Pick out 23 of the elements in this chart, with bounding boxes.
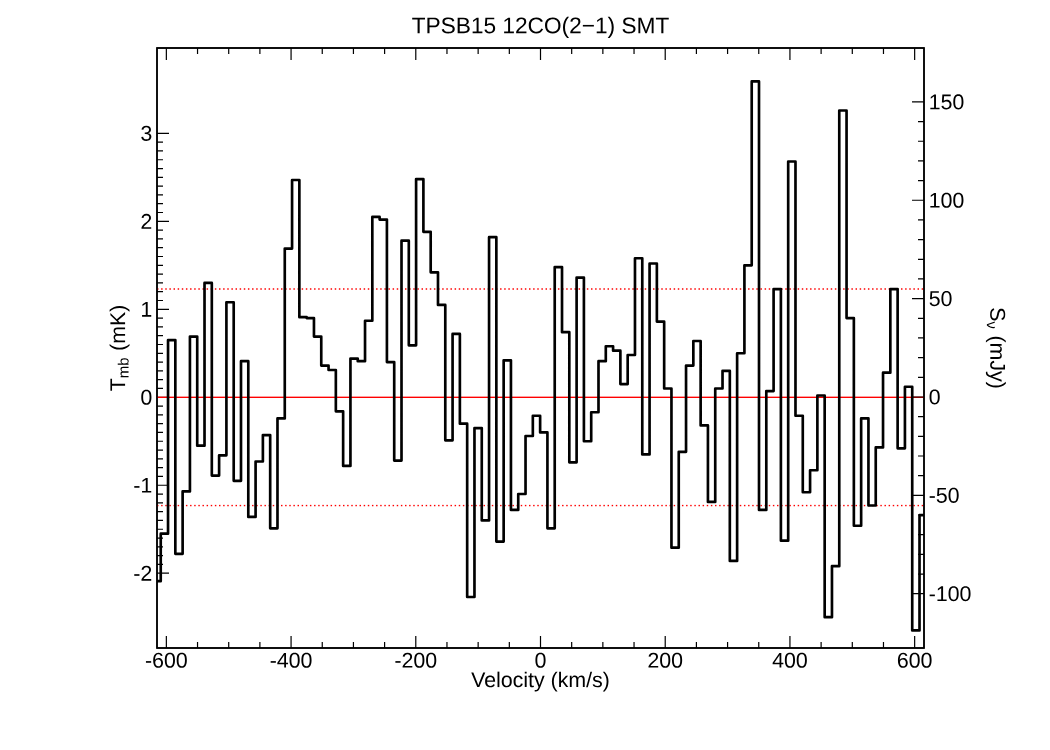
y2-axis-title: S$_{ν}$ (mJy) [985, 308, 1006, 388]
y2-tick-label: 150 [930, 94, 964, 110]
y2-tick-label: 100 [930, 192, 964, 208]
y-axis-title: T$_{mb}$ (mK) [109, 306, 130, 391]
y-tick-label: 2 [141, 213, 152, 229]
y-tick-label: 3 [141, 125, 152, 141]
x-tick-label: 200 [648, 652, 683, 668]
y2-tick-label: -100 [929, 586, 971, 602]
x-axis-title: Velocity (km/s) [471, 671, 609, 692]
x-tick-label: -400 [270, 652, 312, 668]
x-tick-label: -600 [145, 652, 187, 668]
y2-tick-label: 50 [929, 291, 952, 307]
x-tick-label: 600 [897, 652, 932, 668]
chart-title: TPSB15 12CO(2−1) SMT [412, 16, 669, 38]
y-tick-label: -1 [134, 477, 152, 493]
y2-tick-label: 0 [929, 389, 940, 405]
y-tick-label: 1 [142, 301, 152, 317]
y-tick-label: 0 [141, 389, 152, 405]
y-tick-label: -2 [134, 565, 152, 581]
y2-tick-label: -50 [929, 487, 959, 503]
x-tick-label: 0 [535, 652, 546, 668]
x-tick-label: 400 [772, 652, 807, 668]
x-tick-label: -200 [395, 652, 437, 668]
